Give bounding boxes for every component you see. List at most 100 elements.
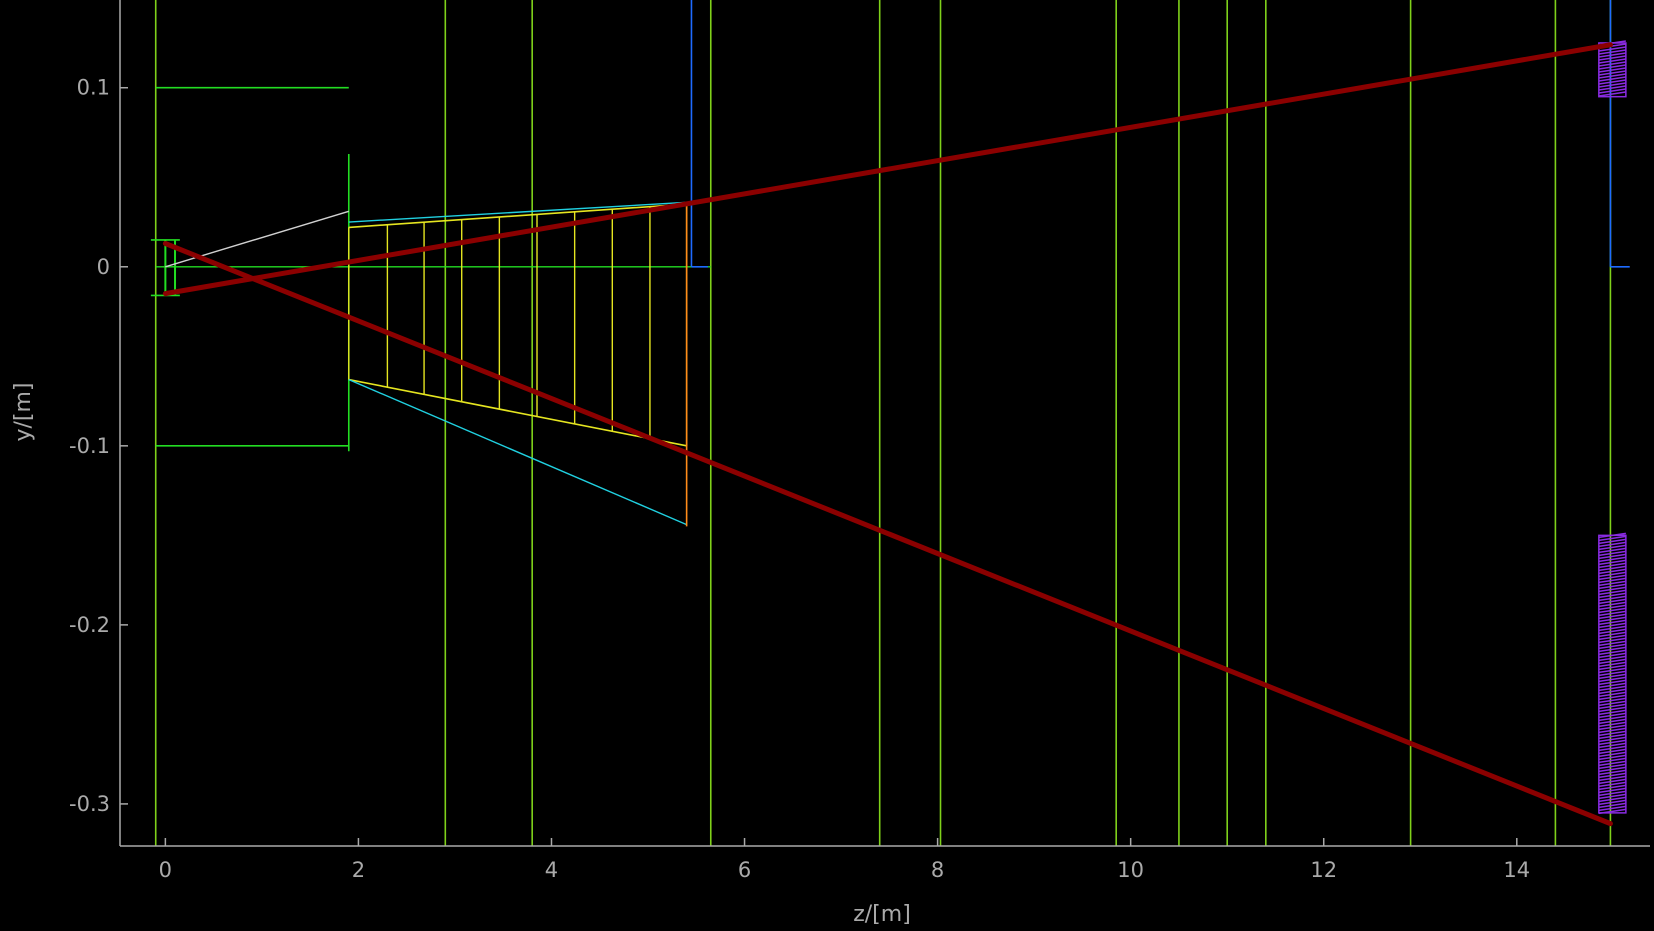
hits-lower-mark — [1598, 778, 1626, 785]
hits-lower-mark — [1598, 649, 1626, 656]
detector-planes — [154, 0, 1612, 846]
hits-lower-mark — [1598, 637, 1626, 644]
hits-lower-mark — [1598, 565, 1626, 572]
hits-upper-mark — [1598, 70, 1626, 76]
hits-lower-mark — [1598, 571, 1626, 578]
hits-lower-mark — [1598, 667, 1626, 674]
hits-lower-mark — [1598, 670, 1626, 677]
hits-lower-mark — [1598, 625, 1626, 632]
hits-upper-mark — [1598, 91, 1626, 97]
hits-lower-mark — [1598, 730, 1626, 737]
hits-lower-mark — [1598, 676, 1626, 683]
hits-lower-mark — [1598, 733, 1626, 740]
y-tick-label: -0.1 — [69, 434, 110, 458]
x-tick-label: 14 — [1503, 858, 1530, 882]
hits-lower-mark — [1598, 652, 1626, 659]
hits-lower-mark — [1598, 589, 1626, 596]
hits-lower-mark — [1598, 781, 1626, 788]
hits-lower-mark — [1598, 682, 1626, 689]
hits-lower-mark — [1598, 622, 1626, 629]
hits-lower-mark — [1598, 766, 1626, 773]
hits-lower-mark — [1598, 763, 1626, 770]
hits-lower-mark — [1598, 640, 1626, 647]
hits-lower-mark — [1598, 709, 1626, 716]
hits-lower-mark — [1598, 706, 1626, 713]
hits-upper-mark — [1598, 58, 1626, 64]
x-axis-label: z/[m] — [853, 902, 911, 927]
hits-lower-mark — [1598, 742, 1626, 749]
hits-lower-mark — [1598, 583, 1626, 590]
hits-lower-mark — [1598, 604, 1626, 611]
envelope-line-2 — [162, 241, 1613, 827]
hits-lower-mark — [1598, 700, 1626, 707]
hits-lower-mark — [1598, 664, 1626, 671]
y-tick-label: 0.1 — [77, 76, 110, 100]
hits-lower-mark — [1598, 580, 1626, 587]
hits-upper-mark — [1598, 55, 1626, 61]
hits-lower-mark — [1598, 703, 1626, 710]
hits-lower-mark — [1598, 661, 1626, 668]
hits-upper-mark — [1598, 76, 1626, 82]
hits-lower-mark — [1598, 805, 1626, 812]
hits-lower-mark — [1598, 718, 1626, 725]
hits-lower-mark — [1598, 568, 1626, 575]
hits-lower-mark — [1598, 793, 1626, 800]
hits-lower-mark — [1598, 799, 1626, 806]
hits-upper-mark — [1598, 64, 1626, 70]
hits-lower-mark — [1598, 727, 1626, 734]
x-tick-label: 6 — [738, 858, 751, 882]
hits-lower-mark — [1598, 691, 1626, 698]
hits-lower-mark — [1598, 721, 1626, 728]
hits-lower-mark — [1598, 679, 1626, 686]
hits-lower-mark — [1598, 739, 1626, 746]
hits-upper-mark — [1598, 73, 1626, 79]
hits-upper-mark — [1598, 52, 1626, 58]
hits-upper-mark — [1598, 88, 1626, 94]
x-tick-label: 12 — [1310, 858, 1337, 882]
hits-lower-mark — [1598, 634, 1626, 641]
geometry-outline — [150, 0, 1630, 527]
acceptance-envelope — [162, 42, 1613, 827]
taper-top-outline — [348, 201, 687, 223]
y-axis-label: y/[m] — [11, 382, 36, 441]
axes: 0 2 4 6 8 10 12 14 0.1 0 -0.1 -0.2 -0.3 — [69, 0, 1650, 882]
hits-lower-mark — [1598, 790, 1626, 797]
hits-lower-mark — [1598, 547, 1626, 554]
hits-lower-mark — [1598, 712, 1626, 719]
taper-top — [348, 203, 687, 229]
hits-lower-mark — [1598, 556, 1626, 563]
hits-lower-mark — [1598, 550, 1626, 557]
x-tick-label: 4 — [545, 858, 558, 882]
hits-lower-mark — [1598, 538, 1626, 545]
hits-lower-mark — [1598, 685, 1626, 692]
hits-lower-mark — [1598, 541, 1626, 548]
hits-lower-mark — [1598, 601, 1626, 608]
hits-lower-mark — [1598, 553, 1626, 560]
hits-lower-mark — [1598, 631, 1626, 638]
hits-lower-mark — [1598, 802, 1626, 809]
hits-lower-mark — [1598, 643, 1626, 650]
hits-lower-mark — [1598, 535, 1626, 542]
hits-upper-mark — [1598, 61, 1626, 67]
hits-lower-mark — [1598, 775, 1626, 782]
hits-upper-frame — [1598, 42, 1627, 98]
hits-lower-mark — [1598, 697, 1626, 704]
hits-lower-mark — [1598, 796, 1626, 803]
hits-lower-mark — [1598, 574, 1626, 581]
hits-lower-mark — [1598, 610, 1626, 617]
hits-lower-mark — [1598, 613, 1626, 620]
x-tick-label: 8 — [931, 858, 944, 882]
hits-lower-mark — [1598, 586, 1626, 593]
hits-lower-mark — [1598, 628, 1626, 635]
taper-bottom — [348, 378, 687, 447]
hits-lower-mark — [1598, 646, 1626, 653]
hits-lower-mark — [1598, 616, 1626, 623]
hits-upper-mark — [1598, 46, 1626, 52]
hits-lower-mark — [1598, 751, 1626, 758]
x-tick-label: 0 — [159, 858, 172, 882]
hits-lower-mark — [1598, 658, 1626, 665]
hits-lower-mark — [1598, 757, 1626, 764]
hits-lower-mark — [1598, 769, 1626, 776]
hits-lower-mark — [1598, 598, 1626, 605]
